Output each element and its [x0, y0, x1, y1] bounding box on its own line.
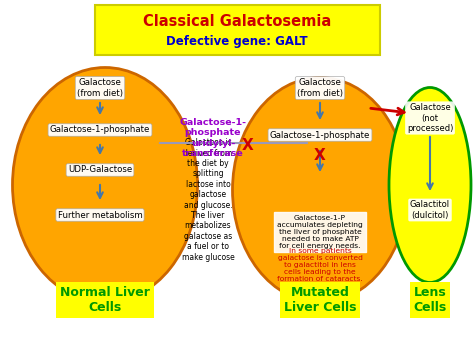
Ellipse shape: [12, 67, 198, 302]
Text: Galactose-1-P
accumulates depleting
the liver of phosphate
needed to make ATP
fo: Galactose-1-P accumulates depleting the …: [277, 215, 363, 249]
Text: Galactose
(not
processed): Galactose (not processed): [407, 103, 453, 133]
Text: Galactose-1-phosphate: Galactose-1-phosphate: [50, 126, 150, 135]
Text: Lens
Cells: Lens Cells: [413, 286, 447, 314]
Text: Galactose
(from diet): Galactose (from diet): [77, 78, 123, 98]
Text: Galactose is
derived from
the diet by
splitting
lactose into
galactose
and gluco: Galactose is derived from the diet by sp…: [182, 138, 234, 262]
FancyBboxPatch shape: [95, 5, 380, 55]
Text: Galactose
(from diet): Galactose (from diet): [297, 78, 343, 98]
Text: Galactose-1-phosphate: Galactose-1-phosphate: [270, 131, 370, 140]
Text: X: X: [314, 147, 326, 163]
Text: UDP-Galactose: UDP-Galactose: [68, 165, 132, 175]
Ellipse shape: [389, 87, 471, 283]
Text: Galactitol
(dulcitol): Galactitol (dulcitol): [410, 200, 450, 220]
Text: In some patients
galactose is converted
to galactitol in lens
cells leading to t: In some patients galactose is converted …: [277, 248, 363, 282]
Text: Galactose-1-
phosphate
uridylyl-
transferase: Galactose-1- phosphate uridylyl- transfe…: [180, 118, 246, 158]
Text: Normal Liver
Cells: Normal Liver Cells: [60, 286, 150, 314]
Text: X: X: [242, 137, 254, 153]
Text: Defective gene: GALT: Defective gene: GALT: [166, 36, 308, 49]
Ellipse shape: [233, 77, 408, 302]
Text: Mutated
Liver Cells: Mutated Liver Cells: [284, 286, 356, 314]
Text: Further metabolism: Further metabolism: [58, 211, 142, 219]
Text: Classical Galactosemia: Classical Galactosemia: [143, 15, 331, 29]
